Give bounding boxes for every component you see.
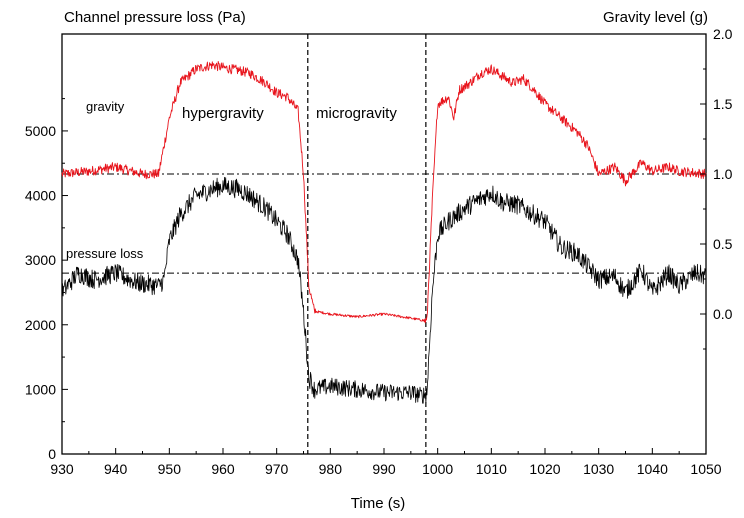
x-tick-label-1020: 1020 — [529, 461, 560, 477]
y-right-tick-label-0.5: 0.5 — [713, 236, 733, 252]
x-tick-label-1050: 1050 — [690, 461, 721, 477]
x-tick-label-1040: 1040 — [637, 461, 668, 477]
x-tick-label-970: 970 — [265, 461, 289, 477]
annotation-pressure-loss: pressure loss — [66, 246, 144, 261]
y-left-tick-label-1000: 1000 — [25, 381, 56, 397]
x-tick-label-990: 990 — [372, 461, 396, 477]
x-tick-label-1000: 1000 — [422, 461, 453, 477]
axis-ticks: 930 940 950 960 970 980 990 1000 1010 1020 1030 104… — [25, 26, 733, 477]
y-right-tick-label-2.0: 2.0 — [713, 26, 733, 42]
series-line-gravity — [61, 61, 707, 324]
y-left-tick-label-5000: 5000 — [25, 123, 56, 139]
x-tick-label-930: 930 — [50, 461, 74, 477]
annotation-hypergravity: hypergravity — [182, 105, 264, 122]
x-axis-label: Time (s) — [351, 495, 405, 512]
y-left-tick-label-0: 0 — [48, 446, 56, 462]
y-left-tick-label-4000: 4000 — [25, 188, 56, 204]
x-tick-label-980: 980 — [319, 461, 343, 477]
y-left-tick-label-2000: 2000 — [25, 317, 56, 333]
y-left-tick-label-3000: 3000 — [25, 252, 56, 268]
x-tick-label-960: 960 — [211, 461, 235, 477]
y-right-tick-label-0.0: 0.0 — [713, 306, 733, 322]
annotation-gravity: gravity — [86, 99, 125, 114]
x-tick-label-940: 940 — [104, 461, 128, 477]
x-tick-label-1030: 1030 — [583, 461, 614, 477]
series-group — [61, 61, 707, 404]
reference-lines — [62, 173, 706, 274]
y-left-axis-label: Channel pressure loss (Pa) — [64, 9, 246, 26]
y-right-tick-label-1.0: 1.0 — [713, 166, 733, 182]
series-line-pressure-loss — [61, 176, 707, 404]
x-tick-label-1010: 1010 — [476, 461, 507, 477]
x-tick-label-950: 950 — [158, 461, 182, 477]
y-right-axis-label: Gravity level (g) — [603, 9, 708, 26]
phase-boundary-lines — [307, 34, 427, 454]
y-right-tick-label-1.5: 1.5 — [713, 96, 733, 112]
annotation-microgravity: microgravity — [316, 105, 397, 122]
